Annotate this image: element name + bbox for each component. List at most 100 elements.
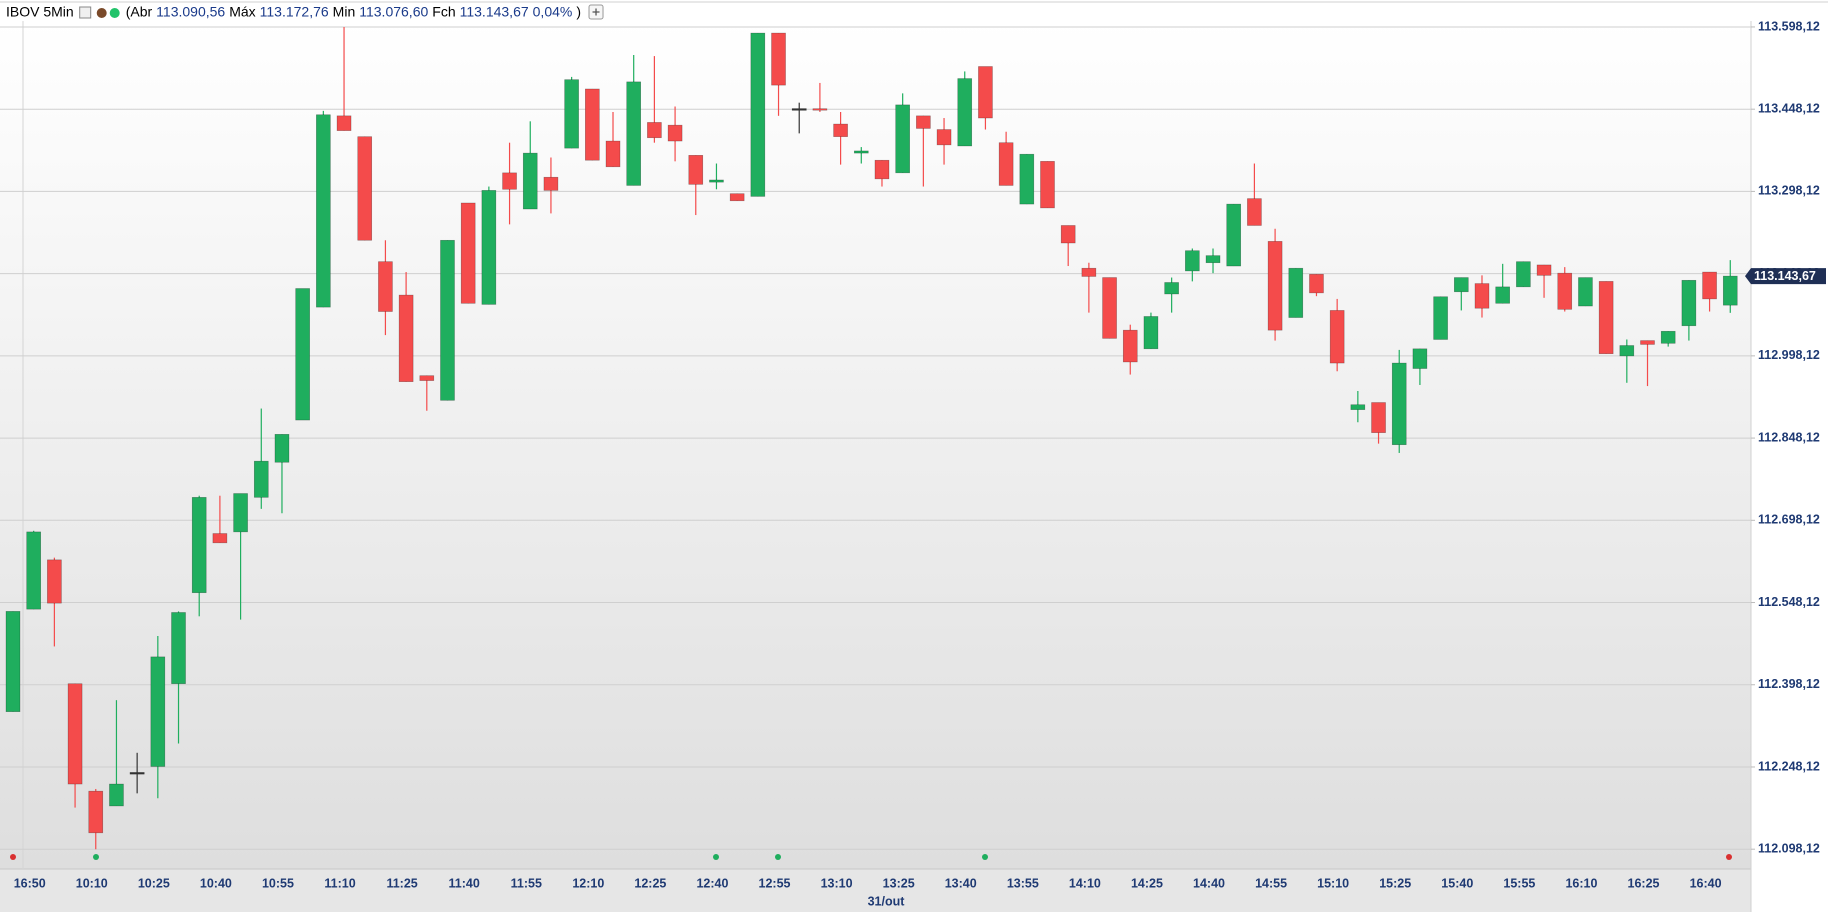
candle-body (729, 193, 745, 202)
candle (88, 788, 104, 850)
candle (709, 163, 724, 190)
low-value: 113.076,60 (359, 4, 428, 20)
candle-body (5, 611, 21, 712)
candle-body (605, 140, 621, 168)
candle (336, 27, 352, 131)
x-tick-label: 11:40 (449, 876, 480, 890)
candle-body (998, 142, 1014, 186)
candle-body (1536, 264, 1552, 276)
candle-body (1267, 241, 1283, 331)
candle (1309, 273, 1324, 297)
header-icons (79, 6, 120, 19)
candle-body (398, 294, 414, 382)
candle-body (233, 493, 248, 533)
candle (585, 88, 600, 161)
x-tick-label: 15:25 (1379, 876, 1411, 890)
event-dot (93, 854, 99, 860)
candle (1060, 225, 1076, 267)
candle (419, 375, 435, 411)
candle-body (1412, 348, 1428, 369)
candle (109, 700, 124, 807)
candle-body (957, 78, 973, 147)
candle (895, 93, 910, 174)
candle-body (357, 136, 373, 241)
candle-body (1681, 279, 1697, 327)
candle (1164, 277, 1179, 313)
candle-body (1040, 161, 1055, 209)
status-icon[interactable] (109, 8, 120, 18)
candle-body (1516, 261, 1531, 288)
event-dot (982, 854, 988, 860)
add-button[interactable] (588, 4, 604, 20)
candle (1040, 161, 1055, 209)
candle-body (47, 559, 62, 604)
candle (874, 159, 890, 187)
x-axis-band (0, 869, 1751, 912)
candle-body (667, 124, 683, 142)
candle-body (936, 129, 952, 146)
last-price-tag: 113.143,67 (1745, 268, 1826, 285)
candle-body (791, 108, 807, 111)
x-tick-label: 10:10 (76, 876, 108, 890)
candle-body (1371, 402, 1386, 433)
high-value: 113.172,76 (260, 4, 329, 20)
flag-icon[interactable] (79, 6, 92, 19)
candle (1433, 296, 1448, 340)
candle (440, 239, 455, 401)
status-icon[interactable] (96, 8, 107, 18)
x-tick-label: 13:40 (945, 876, 977, 890)
y-tick-label: 112.248,12 (1758, 759, 1820, 773)
candle-body (481, 190, 497, 305)
candle-body (647, 122, 662, 139)
candle-body (440, 239, 455, 401)
candle (191, 495, 207, 617)
candle-body (1619, 345, 1635, 357)
candle-body (978, 66, 993, 119)
candle-body (1454, 277, 1469, 293)
candle-body (895, 104, 910, 174)
candle-body (1557, 272, 1573, 310)
candle-body (1391, 362, 1407, 446)
candle (233, 493, 248, 620)
candle-body (502, 172, 517, 190)
candle-body (1309, 273, 1324, 294)
x-tick-label: 15:55 (1503, 876, 1535, 890)
candle (171, 611, 186, 744)
candle (1226, 203, 1242, 267)
y-tick-label: 113.448,12 (1758, 101, 1820, 115)
candle-body (543, 176, 559, 191)
open-value: 113.090,56 (156, 4, 225, 20)
candle-body (109, 783, 124, 807)
header-suffix: ) (576, 4, 581, 20)
candle (833, 111, 848, 165)
candle (1288, 267, 1304, 318)
candle (998, 131, 1014, 186)
x-tick-label: 10:55 (262, 876, 294, 890)
candle (1019, 153, 1035, 205)
candle (47, 557, 62, 647)
candle (253, 408, 269, 509)
change-value: 0,04% (533, 4, 573, 20)
candle (1143, 312, 1159, 350)
last-price-tag-shape (1745, 268, 1826, 285)
candle-body (709, 179, 724, 183)
candle-body (88, 790, 104, 834)
candle (1722, 260, 1738, 313)
candle-body (1350, 404, 1366, 410)
header: IBOV 5Min (Abr 113.090,56 Máx 113.172,76… (6, 4, 604, 20)
candle (626, 54, 642, 186)
candle (1557, 267, 1573, 312)
candle (1619, 339, 1635, 383)
date-label: 31/out (868, 894, 906, 908)
candle-body (378, 261, 393, 312)
x-tick-label: 14:40 (1193, 876, 1225, 890)
close-prefix: Fch (432, 4, 455, 20)
candle (957, 71, 973, 147)
x-tick-label: 10:25 (138, 876, 170, 890)
candle (1516, 261, 1531, 288)
candle-body (26, 531, 41, 610)
add-button-icon[interactable] (592, 8, 600, 16)
candle (543, 157, 559, 214)
candle (502, 142, 517, 225)
